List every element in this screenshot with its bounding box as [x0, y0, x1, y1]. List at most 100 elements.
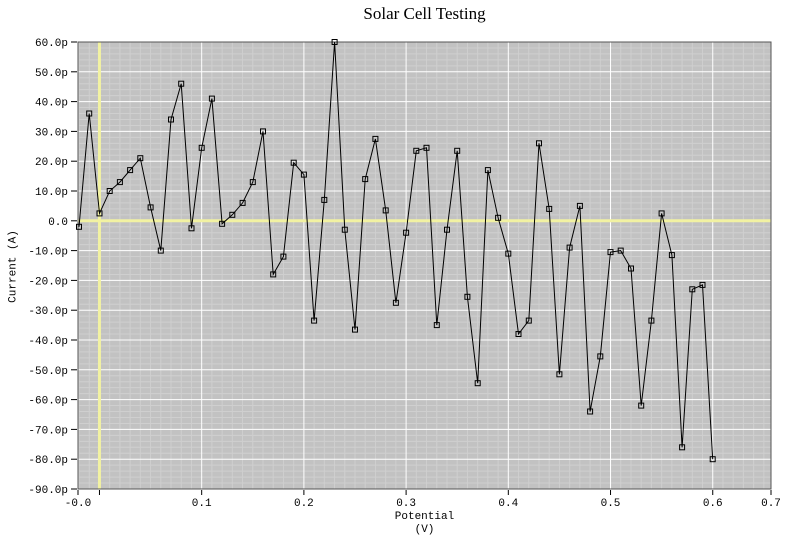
data-point-marker: [536, 140, 542, 147]
data-point-marker: [280, 253, 287, 260]
y-tick-label: -20.0p: [28, 276, 68, 288]
data-point-marker: [239, 199, 246, 206]
data-point-marker: [198, 144, 205, 151]
data-point-marker: [382, 207, 389, 214]
data-point-markers: [76, 39, 716, 463]
data-point-marker: [597, 353, 604, 360]
x-tick-label: 0.3: [396, 498, 416, 510]
data-point-marker: [352, 326, 358, 333]
data-point-marker: [116, 179, 123, 186]
zero-axis-lines: [78, 42, 771, 489]
data-point-marker: [290, 159, 297, 166]
data-point-marker: [679, 444, 686, 451]
x-tick-labels: -0.0 0.1 0.2 0.3 0.4 0.5 0.6 0.7: [65, 498, 781, 510]
data-point-marker: [484, 167, 491, 174]
y-axis-ticks: [71, 41, 77, 490]
y-axis-title: Current (A): [7, 230, 20, 303]
data-point-marker: [607, 249, 614, 256]
data-point-marker: [628, 265, 634, 272]
data-point-marker: [127, 167, 134, 174]
data-point-marker: [515, 331, 522, 337]
y-tick-label: -30.0p: [28, 306, 68, 318]
data-point-marker: [546, 205, 553, 212]
data-series-line: [78, 41, 714, 460]
data-point-marker: [423, 144, 430, 151]
major-gridlines: [78, 41, 771, 490]
data-point-marker: [178, 80, 185, 87]
data-point-marker: [658, 210, 665, 217]
data-point-marker: [617, 247, 624, 254]
x-axis-ticks: [77, 490, 772, 495]
plot-background: [78, 42, 771, 489]
x-axis-title: Potential (V): [78, 511, 771, 537]
y-tick-label: -80.0p: [28, 455, 68, 467]
x-tick-label: 0.6: [703, 498, 723, 510]
data-point-marker: [587, 408, 594, 415]
y-tick-label: 20.0p: [35, 157, 68, 169]
x-axis-title-line1: Potential: [394, 511, 455, 523]
data-point-marker: [474, 380, 481, 387]
data-point-marker: [341, 226, 348, 233]
data-point-marker: [525, 317, 532, 324]
data-point-marker: [168, 116, 174, 123]
data-point-marker: [566, 244, 573, 251]
data-point-marker: [372, 135, 379, 142]
data-point-marker: [689, 286, 696, 293]
data-point-marker: [403, 229, 410, 236]
y-tick-label: 40.0p: [35, 98, 68, 110]
data-point-marker: [576, 202, 583, 209]
data-point-marker: [648, 317, 655, 324]
plot-frame: [77, 41, 772, 490]
data-point-marker: [270, 271, 277, 278]
minor-gridlines: [78, 42, 771, 489]
data-point-marker: [331, 39, 338, 45]
data-point-marker: [362, 176, 369, 183]
y-tick-label: 60.0p: [35, 38, 68, 50]
data-point-marker: [495, 214, 502, 221]
y-tick-label: -50.0p: [28, 366, 68, 378]
data-point-marker: [433, 322, 440, 329]
data-point-marker: [96, 210, 103, 217]
x-tick-label: 0.1: [192, 498, 212, 510]
data-point-marker: [413, 147, 420, 154]
x-tick-label: 0.5: [601, 498, 621, 510]
y-tick-label: -60.0p: [28, 396, 68, 408]
chart-title: Solar Cell Testing: [363, 4, 486, 23]
data-point-marker: [464, 293, 471, 300]
data-point-marker: [668, 252, 675, 259]
x-tick-label: 0.2: [294, 498, 314, 510]
data-point-marker: [229, 211, 236, 218]
data-point-marker: [638, 402, 645, 409]
data-point-marker: [219, 220, 226, 227]
data-point-marker: [454, 147, 461, 154]
data-point-marker: [147, 204, 154, 211]
data-point-marker: [444, 226, 450, 233]
y-tick-label: 30.0p: [35, 127, 68, 139]
data-point-marker: [260, 128, 266, 135]
data-point-marker: [157, 247, 164, 254]
data-point-marker: [392, 299, 399, 306]
data-point-marker: [86, 110, 93, 117]
data-point-marker: [300, 171, 307, 178]
y-tick-label: -90.0p: [28, 485, 68, 497]
data-point-marker: [321, 196, 328, 203]
x-tick-label: 0.4: [498, 498, 518, 510]
data-point-marker: [311, 317, 318, 324]
y-tick-label: 50.0p: [35, 68, 68, 80]
data-point-marker: [137, 155, 144, 162]
x-tick-label: -0.0: [65, 498, 91, 510]
y-tick-label: -10.0p: [28, 247, 68, 259]
x-tick-label: 0.7: [761, 498, 781, 510]
data-point-marker: [505, 250, 512, 257]
data-point-marker: [249, 179, 256, 186]
data-point-marker: [709, 456, 716, 463]
y-tick-label: -70.0p: [28, 425, 68, 437]
data-point-marker: [106, 188, 113, 194]
y-tick-label: -40.0p: [28, 336, 68, 348]
y-tick-label: 10.0p: [35, 187, 68, 199]
data-point-marker: [188, 225, 195, 232]
y-tick-label: 0.0: [48, 217, 68, 229]
data-point-marker: [76, 223, 82, 230]
